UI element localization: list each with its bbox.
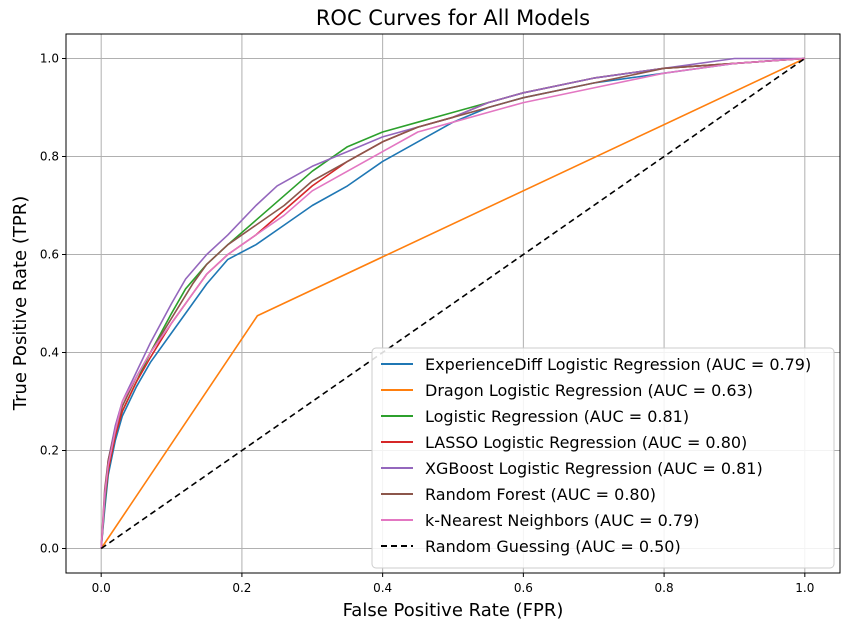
x-tick-label: 0.8 [655, 581, 674, 595]
x-tick-label: 0.0 [92, 581, 111, 595]
y-tick-label: 0.8 [40, 150, 59, 164]
axis-ticks: 0.0 0.2 0.4 0.6 0.8 1.0 0.0 0.2 0.4 0.6 0.8 1.0 [40, 52, 814, 596]
x-axis-label: False Positive Rate (FPR) [343, 600, 564, 621]
legend-label: XGBoost Logistic Regression (AUC = 0.81) [425, 459, 763, 478]
series-line-2 [100, 57, 806, 549]
x-tick-label: 0.6 [514, 581, 533, 595]
legend: ExperienceDiff Logistic Regression (AUC … [371, 347, 835, 569]
series-line-7 [100, 57, 805, 549]
legend-label: Dragon Logistic Regression (AUC = 0.63) [425, 381, 753, 400]
y-tick-label: 0.2 [40, 444, 59, 458]
series-line-8 [100, 57, 806, 550]
y-tick-label: 0.4 [40, 346, 59, 360]
legend-label: LASSO Logistic Regression (AUC = 0.80) [425, 433, 747, 452]
legend-label: Logistic Regression (AUC = 0.81) [425, 407, 689, 426]
y-tick-label: 0.0 [40, 542, 59, 556]
y-tick-label: 0.6 [40, 248, 59, 262]
legend-label: ExperienceDiff Logistic Regression (AUC … [425, 355, 811, 374]
series-line-6 [100, 57, 805, 549]
legend-label: Random Guessing (AUC = 0.50) [425, 537, 681, 556]
plot-frame [65, 33, 841, 574]
grid-lines [66, 34, 840, 573]
legend-box [371, 347, 835, 569]
y-tick-label: 1.0 [40, 52, 59, 66]
legend-label: k-Nearest Neighbors (AUC = 0.79) [425, 511, 699, 530]
x-tick-label: 0.2 [232, 581, 251, 595]
chart-title: ROC Curves for All Models [316, 6, 590, 30]
x-tick-label: 0.4 [373, 581, 392, 595]
x-tick-label: 1.0 [795, 581, 814, 595]
series-layer [100, 57, 806, 550]
y-axis-label: True Positive Rate (TPR) [10, 196, 31, 411]
legend-label: Random Forest (AUC = 0.80) [425, 485, 656, 504]
